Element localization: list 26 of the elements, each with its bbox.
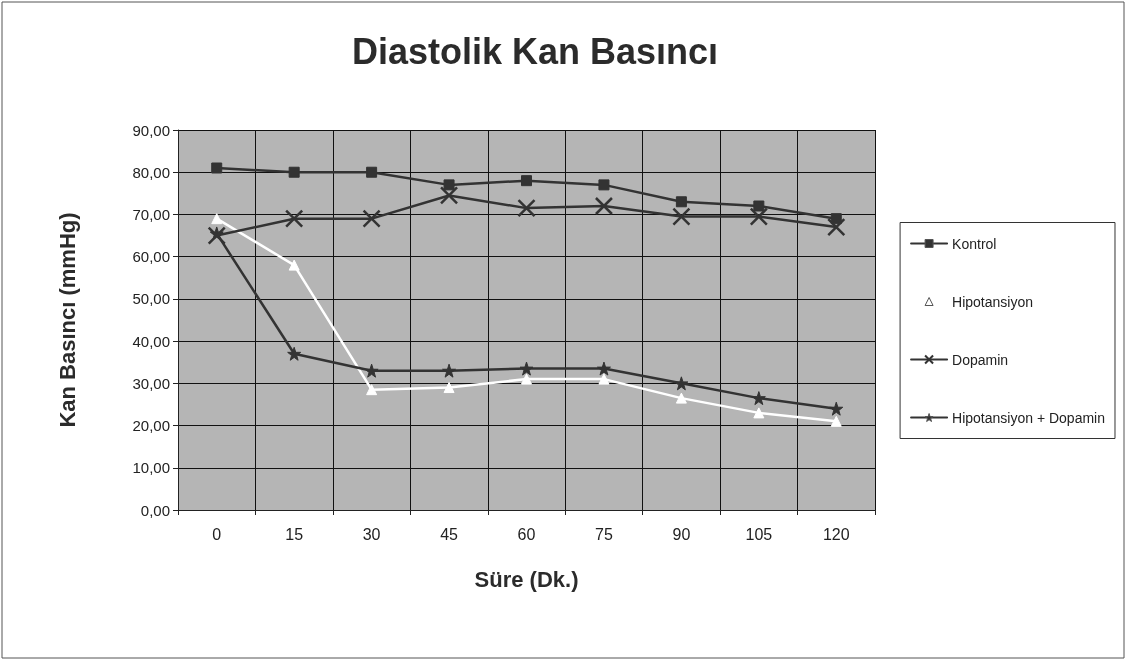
y-tick-label: 0,00: [140, 501, 170, 519]
x-tick-label: 75: [595, 525, 613, 543]
y-tick-label: 90,00: [132, 121, 170, 139]
y-tick-label: 70,00: [132, 205, 170, 223]
x-axis-title: Süre (Dk.): [474, 566, 579, 592]
y-tick-label: 30,00: [132, 374, 170, 392]
legend-label: Dopamin: [952, 351, 1009, 368]
y-tick-label: 10,00: [132, 459, 170, 477]
y-tick-label: 60,00: [132, 248, 170, 266]
legend-label: Hipotansiyon + Dopamin: [952, 409, 1105, 426]
y-tick-label: 20,00: [132, 417, 170, 435]
x-tick-label: 105: [745, 525, 773, 543]
x-tick-label: 0: [212, 525, 222, 543]
x-tick-label: 30: [362, 525, 381, 543]
x-tick-label: 60: [517, 525, 536, 543]
y-tick-label: 40,00: [132, 332, 170, 350]
y-tick-label: 50,00: [132, 290, 170, 308]
legend-label: Kontrol: [952, 235, 997, 252]
chart-title: Diastolik Kan Basıncı: [351, 30, 719, 72]
x-tick-label: 15: [285, 525, 304, 543]
x-tick-label: 90: [672, 525, 691, 543]
x-tick-label: 45: [440, 525, 459, 543]
y-tick-label: 80,00: [132, 163, 170, 181]
legend-label: Hipotansiyon: [952, 293, 1034, 310]
y-axis-title: Kan Basıncı (mmHg): [54, 212, 80, 428]
x-tick-label: 120: [822, 525, 850, 543]
